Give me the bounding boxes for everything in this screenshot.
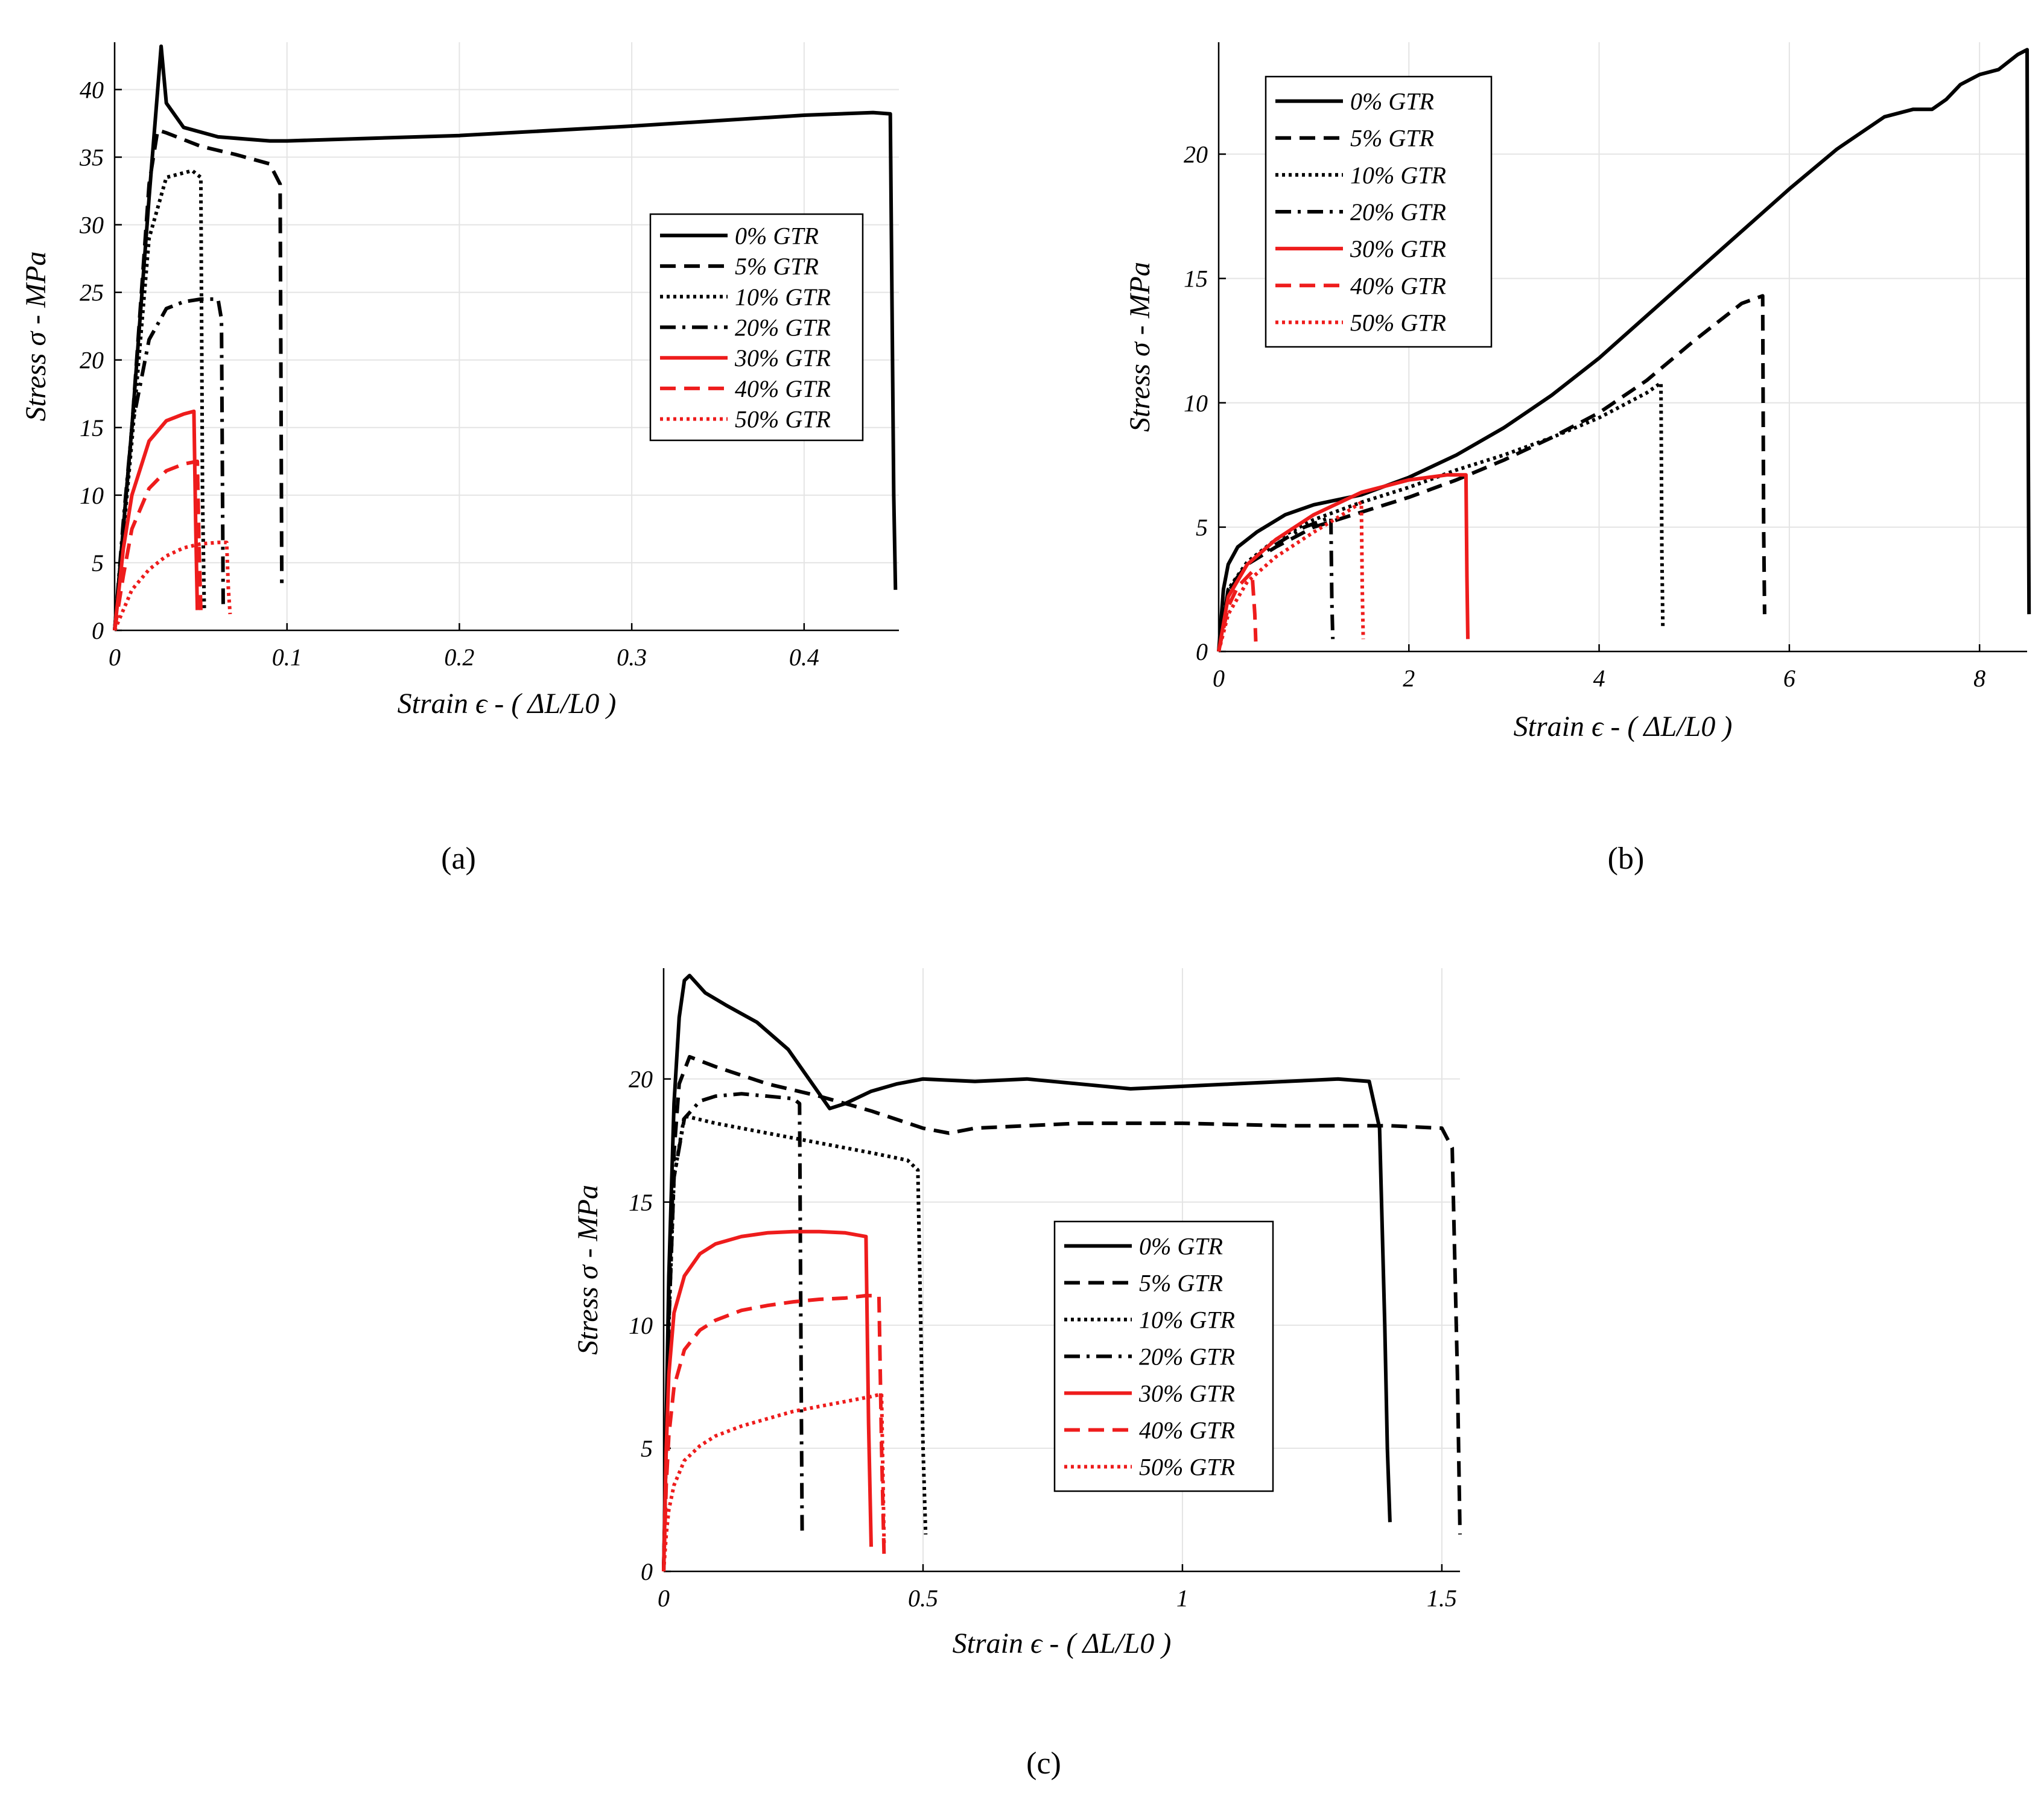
legend-label: 20% GTR <box>1350 198 1446 226</box>
y-tick-label: 0 <box>1196 638 1208 665</box>
y-axis-label: Stress σ - MPa <box>20 252 52 422</box>
legend-label: 30% GTR <box>734 344 831 372</box>
y-tick-label: 40 <box>80 76 104 103</box>
legend-label: 30% GTR <box>1350 235 1446 262</box>
legend-label: 20% GTR <box>735 314 831 341</box>
legend: 0% GTR 5% GTR 10% GTR 20% GTR 30% GTR 40% GTR… <box>1053 1220 1274 1492</box>
chart-panel-b: 0 2 4 6 8 0 5 10 15 20 Strain ϵ - ( ΔL/L0 ) Stress … <box>1124 42 2031 876</box>
x-tick-label: 0 <box>1213 665 1225 692</box>
series-line-5pct-gtr <box>662 1054 1462 1572</box>
legend-label: 50% GTR <box>735 406 831 433</box>
series-line-20pct-gtr <box>662 1092 804 1572</box>
series-line-50pct-gtr <box>662 1392 886 1572</box>
y-tick-label: 10 <box>1184 390 1208 417</box>
legend-box <box>649 213 864 442</box>
x-axis-label: Strain ϵ - ( ΔL/L0 ) <box>953 1627 1172 1659</box>
legend-label: 5% GTR <box>1350 125 1434 152</box>
legend-label: 40% GTR <box>735 375 831 402</box>
y-tick-label: 15 <box>1184 265 1208 293</box>
series-line-20pct-gtr <box>1217 515 1335 652</box>
series-line-10pct-gtr <box>113 168 206 631</box>
x-tick-label: 1 <box>1176 1585 1189 1612</box>
x-axis-label: Strain ϵ - ( ΔL/L0 ) <box>1514 711 1733 743</box>
series-line-10pct-gtr <box>1217 381 1665 652</box>
x-tick-label: 0 <box>658 1585 670 1612</box>
legend-label: 10% GTR <box>1350 162 1446 189</box>
x-tick-label: 1.5 <box>1427 1585 1457 1612</box>
y-tick-label: 5 <box>92 550 104 577</box>
series-line-0pct-gtr <box>662 974 1392 1572</box>
series-line-0pct-gtr <box>1217 48 2031 652</box>
legend: 0% GTR 5% GTR 10% GTR 20% GTR 30% GTR 40% GTR… <box>1265 75 1493 348</box>
series-line-30pct-gtr <box>1217 473 1470 652</box>
x-tick-label: 0.4 <box>789 644 819 671</box>
series-line-50pct-gtr <box>113 540 232 632</box>
legend-label: 10% GTR <box>1139 1307 1235 1334</box>
series-line-10pct-gtr <box>662 1114 928 1572</box>
y-tick-label: 20 <box>80 347 104 374</box>
legend: 0% GTR 5% GTR 10% GTR 20% GTR 30% GTR 40% GTR… <box>649 213 864 442</box>
series-line-20pct-gtr <box>113 297 225 631</box>
panel-caption: (c) <box>1026 1746 1061 1781</box>
y-tick-label: 0 <box>92 617 104 644</box>
x-tick-label: 6 <box>1783 665 1795 692</box>
legend-label: 5% GTR <box>1139 1270 1223 1297</box>
y-tick-label: 20 <box>1184 141 1208 168</box>
x-tick-label: 0.2 <box>444 644 474 671</box>
chart-panel-a: 0 0.1 0.2 0.3 0.4 0 5 10 15 20 25 30 35 40 Strain ϵ - … <box>20 42 899 876</box>
legend-box <box>1265 75 1493 348</box>
legend-label: 5% GTR <box>735 253 819 280</box>
legend-label: 20% GTR <box>1139 1343 1235 1371</box>
y-tick-label: 0 <box>641 1558 653 1585</box>
series-line-40pct-gtr <box>113 459 203 631</box>
legend-label: 40% GTR <box>1139 1417 1235 1444</box>
y-tick-label: 35 <box>79 144 104 171</box>
series-line-5pct-gtr <box>113 128 284 631</box>
y-axis-label: Stress σ - MPa <box>1124 262 1156 432</box>
chart-panel-c: 0 0.5 1 1.5 0 5 10 15 20 Strain ϵ - ( ΔL/L0 ) Stre… <box>572 968 1462 1781</box>
y-tick-label: 15 <box>629 1189 653 1216</box>
legend-label: 50% GTR <box>1139 1454 1235 1481</box>
series-line-5pct-gtr <box>1217 294 1766 652</box>
y-tick-label: 5 <box>1196 514 1208 541</box>
x-tick-label: 0 <box>109 644 121 671</box>
legend-label: 0% GTR <box>1350 88 1434 115</box>
series-line-40pct-gtr <box>662 1293 886 1572</box>
x-tick-label: 0.1 <box>272 644 302 671</box>
legend-label: 0% GTR <box>1139 1233 1223 1260</box>
legend-label: 50% GTR <box>1350 309 1446 336</box>
y-tick-label: 25 <box>80 279 104 306</box>
y-tick-label: 20 <box>629 1066 653 1093</box>
x-tick-label: 4 <box>1593 665 1605 692</box>
y-axis-label: Stress σ - MPa <box>572 1185 604 1355</box>
series-line-30pct-gtr <box>113 409 200 631</box>
x-tick-label: 2 <box>1403 665 1415 692</box>
legend-label: 30% GTR <box>1138 1380 1235 1407</box>
y-tick-label: 10 <box>80 482 104 509</box>
legend-box <box>1053 1220 1274 1492</box>
y-tick-label: 15 <box>80 414 104 442</box>
x-axis-label: Strain ϵ - ( ΔL/L0 ) <box>398 688 617 720</box>
series-line-40pct-gtr <box>1217 570 1258 652</box>
series-line-30pct-gtr <box>662 1229 873 1572</box>
panel-caption: (a) <box>441 841 476 876</box>
x-tick-label: 8 <box>1973 665 1985 692</box>
legend-label: 10% GTR <box>735 284 831 311</box>
y-tick-label: 5 <box>641 1435 653 1462</box>
panel-caption: (b) <box>1608 841 1645 876</box>
y-tick-label: 30 <box>79 212 104 239</box>
series-line-0pct-gtr <box>113 44 898 631</box>
x-tick-label: 0.3 <box>617 644 647 671</box>
legend-label: 40% GTR <box>1350 272 1446 299</box>
series-line-50pct-gtr <box>1217 500 1365 652</box>
x-tick-label: 0.5 <box>908 1585 938 1612</box>
y-tick-label: 10 <box>629 1312 653 1339</box>
legend-label: 0% GTR <box>735 222 819 249</box>
